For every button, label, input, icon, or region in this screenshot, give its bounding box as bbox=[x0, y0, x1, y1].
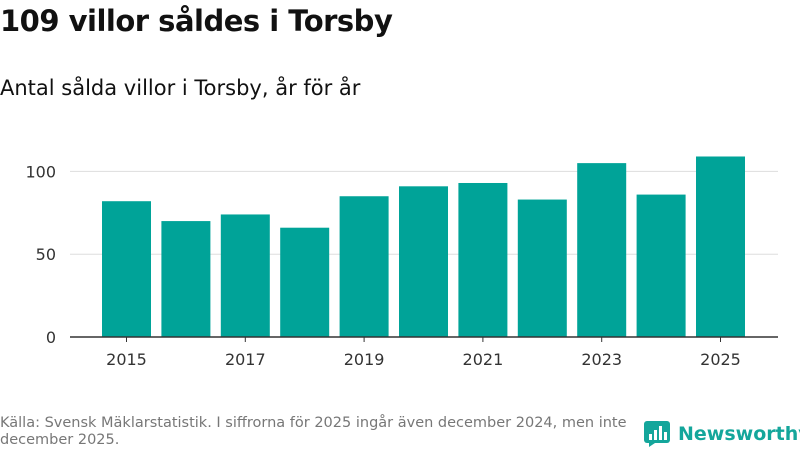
bar-2019 bbox=[339, 196, 389, 337]
source-note: Källa: Svensk Mäklarstatistik. I siffror… bbox=[0, 415, 627, 448]
bar-2015 bbox=[102, 201, 151, 337]
axes: 0 50 100 2015 2017 2019 2021 2023 2025 bbox=[25, 162, 778, 369]
bar-2021 bbox=[458, 182, 508, 337]
bar-2018 bbox=[280, 227, 330, 337]
bar-chart: 0 50 100 2015 2017 2019 2021 2023 2025 bbox=[25, 156, 778, 369]
x-tick-label: 2025 bbox=[700, 350, 741, 369]
x-tick-label: 2023 bbox=[581, 350, 622, 369]
bar-2020 bbox=[399, 186, 448, 337]
chart-title: 109 villor såldes i Torsby bbox=[0, 4, 393, 38]
bar-2022 bbox=[517, 199, 567, 337]
logo-text: Newsworthy bbox=[678, 423, 800, 445]
x-tick-label: 2017 bbox=[225, 350, 266, 369]
y-tick-label: 0 bbox=[46, 328, 56, 347]
x-tick-label: 2019 bbox=[344, 350, 385, 369]
bars bbox=[102, 156, 745, 337]
newsworthy-chart-icon bbox=[644, 421, 670, 447]
chart-subtitle: Antal sålda villor i Torsby, år för år bbox=[0, 76, 361, 100]
x-tick-label: 2015 bbox=[106, 350, 147, 369]
bar-2016 bbox=[161, 221, 211, 337]
bar-2023 bbox=[577, 163, 627, 337]
x-tick-label: 2021 bbox=[463, 350, 504, 369]
y-tick-label: 100 bbox=[25, 162, 56, 181]
bar-2025 bbox=[696, 156, 745, 337]
bar-2024 bbox=[636, 194, 686, 337]
y-tick-label: 50 bbox=[36, 245, 56, 264]
newsworthy-logo[interactable]: Newsworthy bbox=[644, 419, 800, 449]
bar-2017 bbox=[220, 214, 270, 337]
